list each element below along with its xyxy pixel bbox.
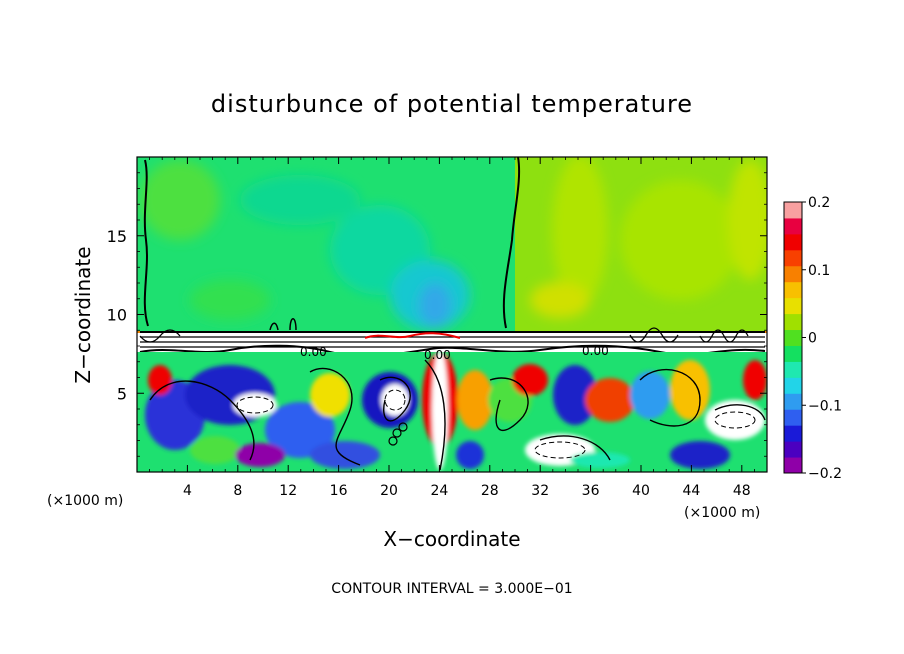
y-tick-label: 5	[117, 384, 127, 403]
colorbar-swatch	[784, 329, 802, 346]
x-tick-label: 20	[380, 483, 398, 499]
x-tick-label: 4	[183, 483, 192, 499]
colorbar-swatch	[784, 313, 802, 331]
colorbar: 0.2 0.1 0 −0.1 −0.2	[783, 195, 842, 482]
y-tick-label: 10	[107, 306, 127, 325]
contour-label: 0.00	[582, 344, 609, 358]
colorbar-swatch	[784, 233, 802, 251]
colorbar-swatch	[784, 361, 802, 378]
x-tick-label: 36	[582, 483, 600, 499]
colorbar-swatch	[784, 202, 802, 219]
colorbar-swatch	[784, 345, 802, 362]
x-tick-label: 24	[430, 483, 448, 499]
colorbar-swatch	[784, 457, 802, 474]
colorbar-swatch	[784, 249, 802, 267]
x-unit-left: (×1000 m)	[47, 493, 123, 509]
x-tick-label: 48	[733, 483, 751, 499]
x-tick-label: 16	[330, 483, 348, 499]
x-tick-label: 40	[632, 483, 650, 499]
x-axis: 4 8 12 16 20 24 28 32 36 40 44 48	[149, 157, 755, 499]
colorbar-swatch	[784, 217, 802, 235]
colorbar-swatch	[784, 265, 802, 283]
y-tick-label: 15	[107, 227, 127, 246]
colorbar-tick-label: 0.1	[808, 263, 830, 279]
x-tick-label: 28	[481, 483, 499, 499]
colorbar-swatch	[784, 409, 802, 426]
contour-label: 0.00	[300, 345, 327, 359]
colorbar-tick-label: 0.2	[808, 195, 830, 211]
x-tick-label: 8	[233, 483, 242, 499]
y-axis: 5 10 15	[107, 172, 767, 457]
inversion-band	[137, 327, 767, 357]
x-tick-label: 44	[682, 483, 700, 499]
upper-field	[137, 157, 767, 332]
lower-field	[137, 352, 767, 472]
contour-label: 0.00	[424, 348, 451, 362]
contour-interval-note: CONTOUR INTERVAL = 3.000E−01	[331, 581, 572, 597]
x-tick-label: 32	[531, 483, 549, 499]
colorbar-swatch	[784, 393, 802, 410]
colorbar-tick-label: −0.2	[808, 466, 842, 482]
x-unit-right: (×1000 m)	[684, 505, 760, 521]
colorbar-tick-label: 0	[808, 331, 817, 347]
colorbar-swatch	[784, 441, 802, 458]
plot-area: 0.00 0.00 0.00	[136, 156, 768, 473]
colorbar-tick-label: −0.1	[808, 398, 842, 414]
chart-title: disturbunce of potential temperature	[211, 90, 693, 118]
x-axis-label: X−coordinate	[383, 527, 520, 551]
y-axis-label: Z−coordinate	[71, 246, 95, 383]
colorbar-swatch	[784, 377, 802, 394]
colorbar-swatch	[784, 297, 802, 315]
x-tick-label: 12	[279, 483, 297, 499]
colorbar-swatch	[784, 425, 802, 442]
colorbar-swatch	[784, 281, 802, 299]
